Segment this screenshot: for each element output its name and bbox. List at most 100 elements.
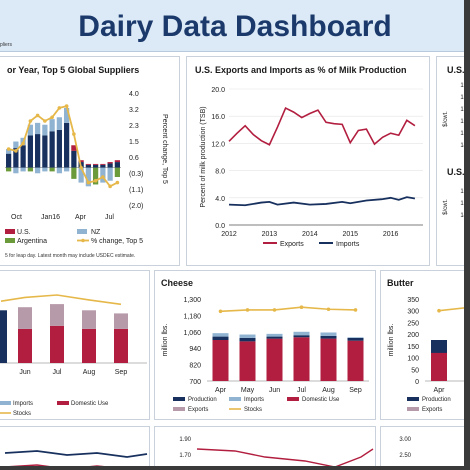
legend-label: Domestic Use [302,397,340,403]
bar-production [347,337,364,341]
bar-production [320,335,337,339]
bottom-right-chart: 3.002.502.00 [399,437,469,470]
legend-label: % change, Top 5 [91,238,143,245]
bar-argentina [100,167,106,183]
y-tick-label: 2.50 [399,453,411,459]
x-tick-label: Jun [269,387,280,394]
x-tick-label: Sep [115,369,128,376]
bar-us [100,164,106,168]
y-tick-label: 4.0 [129,91,139,98]
bar-stocks [82,310,96,329]
bar-imports [212,333,229,337]
point-pct-change [64,104,69,108]
x-tick-label: Apr [215,387,227,394]
bar-us [6,153,12,168]
point-stocks [245,308,250,312]
bar-argentina [85,167,91,187]
y-tick-label: 3.2 [129,107,139,114]
point-pct-change [43,119,47,123]
bar-argentina [64,167,70,172]
bar-stocks [50,304,64,326]
bar-domestic-use [50,325,64,363]
bar-argentina [20,167,26,172]
header-note: pliers [0,42,12,48]
point-pct-change [115,180,120,185]
bar-domestic-use [212,340,229,381]
bar-domestic-use [320,338,337,381]
legend-label: Exports [422,407,442,413]
x-tick-label: Apr [75,214,87,221]
point-stocks [272,308,277,312]
y-axis-label: Percent of milk production (TSB) [200,106,207,207]
bar-production [212,336,229,340]
series-line-stocks [220,306,356,313]
y-tick-label: 8.0 [215,169,225,176]
y-tick-label: 12.0 [211,141,225,148]
point-pct-change [57,106,62,110]
y-tick-label: 100 [407,356,419,363]
bar-us-top [49,119,55,132]
suppliers-panel: or Year, Top 5 Global Suppliers 4.0 3.2 2.… [0,56,180,266]
y-tick-label: 14 [460,143,467,149]
bar-exports [431,352,447,381]
series-line-stocks [438,306,470,312]
right-mid-title: U.S. [447,167,465,177]
legend-label: Imports [13,401,33,407]
bar-production [239,337,256,342]
page-title: Dairy Data Dashboard [78,10,392,43]
bar-us [27,135,33,168]
cheese-chart: 1,300 1,180 1,060 940 820 700 million lbs. Apr M… [162,297,369,413]
x-tick-label: Jun [19,369,30,376]
x-tick-label: Apr [434,387,446,394]
bar-us [56,129,62,168]
point-pct-change [108,184,112,189]
bar-argentina [71,167,77,179]
point-stocks [353,308,358,312]
bar-domestic-use [293,337,310,381]
legend-swatch [287,397,299,401]
y-tick-label: 16.0 [211,114,225,121]
bar-production [266,336,283,339]
point-pct-change [14,149,18,153]
bar-us [49,131,55,168]
bar-argentina [13,167,19,174]
bar-us-top [27,124,33,136]
bar-us [64,122,70,168]
butter-panel: Butter 350 300 250 200 150 100 50 0 million lbs.… [380,270,470,420]
bottom-mid-panel: 1.901.701.50 [154,426,376,470]
bar-imports [239,334,256,338]
y-tick-label: 1.90 [179,437,191,443]
point-pct-change [101,175,105,179]
y-tick-label: 18 [460,95,467,101]
bar-us-top [6,149,12,154]
x-tick-label: 2012 [221,231,237,238]
bar-domestic-use [347,340,364,381]
suppliers-chart: 4.0 3.2 2.3 1.5 0.6 (0.3) (1.1) (2.0) Percent ch… [5,91,168,259]
cheese-title: Cheese [161,278,194,288]
bar-us-top [13,141,19,149]
y-tick-label: 0 [415,379,419,386]
y-tick-label: 300 [407,309,419,316]
y-tick-label: 50 [411,367,419,374]
legend-label: Production [422,397,451,403]
y-tick-label: (1.1) [129,187,143,194]
y-tick-label: (2.0) [129,203,143,210]
x-tick-label: Jul [53,369,62,376]
legend-label: Domestic Use [71,401,109,407]
bar-domestic-use [114,328,128,363]
point-pct-change [6,147,11,151]
y-tick-label: 200 [407,332,419,339]
legend-swatch [173,397,185,401]
y-tick-label: 1.70 [179,453,191,459]
legend-label: NZ [91,229,101,236]
bar-us-top [71,145,77,151]
y-tick-label: 16 [460,119,467,125]
bar-partial [0,310,7,363]
point-pct-change [35,113,40,118]
legend-swatch-production [407,397,419,401]
x-tick-label: 2015 [342,231,358,238]
butter-title: Butter [387,278,414,288]
bar-us-top [42,124,48,136]
y-tick-label: 150 [407,344,419,351]
